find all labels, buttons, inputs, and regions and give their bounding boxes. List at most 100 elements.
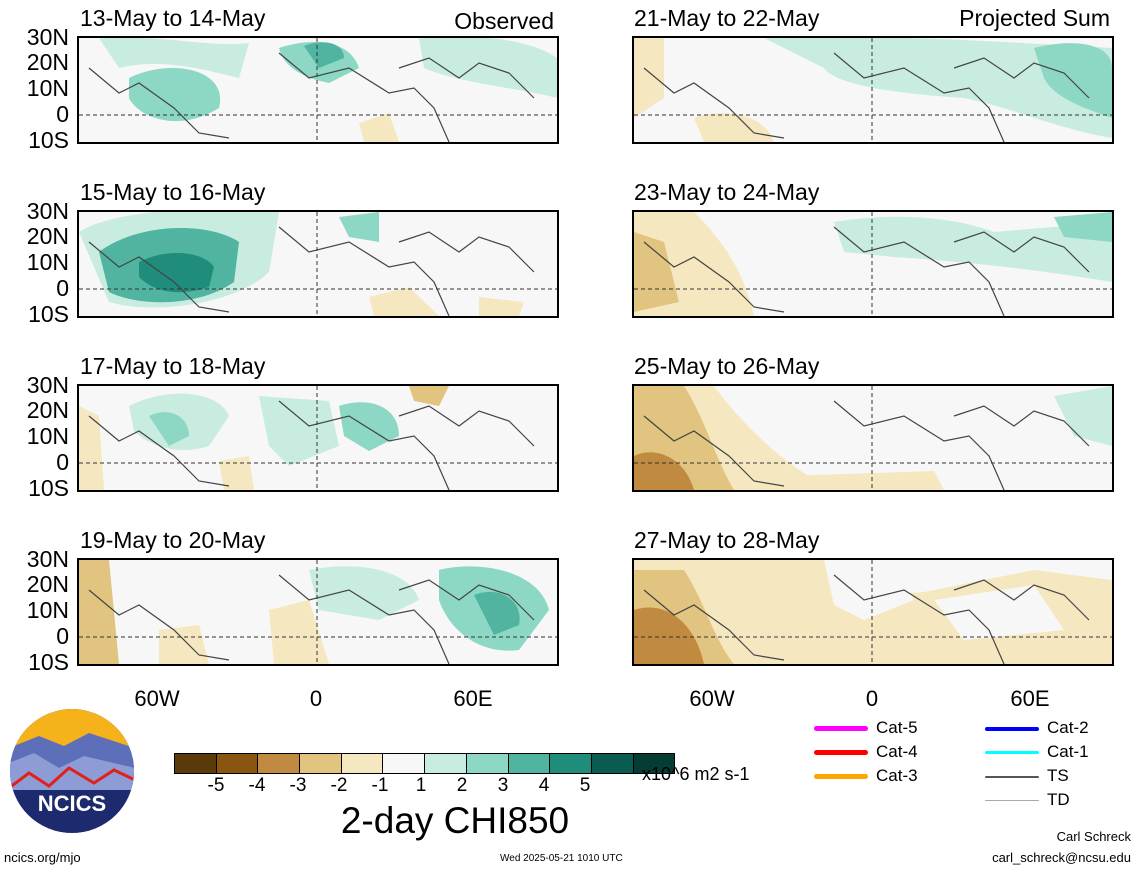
colorbar-swatch <box>175 754 217 773</box>
legend-label: Cat-5 <box>876 718 918 737</box>
legend-label: Cat-4 <box>876 742 918 761</box>
colorbar <box>174 753 676 774</box>
lat-label: 20N <box>26 397 69 423</box>
legend-item-cat2: Cat-2 <box>985 718 1089 738</box>
colorbar-tick: 4 <box>538 775 550 796</box>
lat-label: 10S <box>28 301 69 327</box>
lat-label: 10N <box>26 75 69 101</box>
legend-item-cat4: Cat-4 <box>814 742 918 762</box>
anomaly-field <box>634 38 1112 142</box>
panel-title: 23-May to 24-May <box>634 179 820 205</box>
colorbar-tick: 2 <box>456 775 468 796</box>
colorbar-swatch <box>341 754 384 773</box>
map-canvas <box>77 36 559 144</box>
map-canvas <box>632 558 1114 666</box>
legend-swatch <box>985 726 1039 731</box>
anomaly-field <box>79 212 557 316</box>
legend-label: Cat-3 <box>876 766 918 785</box>
legend-item-ts: TS <box>985 766 1069 786</box>
legend-label: TS <box>1047 766 1069 785</box>
anomaly-field <box>79 560 557 664</box>
lat-label: 10N <box>26 597 69 623</box>
lat-label: 20N <box>26 223 69 249</box>
anomaly-field <box>634 212 1112 316</box>
ncics-logo: NCICS <box>9 708 135 834</box>
legend-item-td: TD <box>985 790 1070 810</box>
legend-label: Cat-2 <box>1047 718 1089 737</box>
lat-label: 10S <box>28 649 69 675</box>
map-canvas <box>77 558 559 666</box>
panel-title: 21-May to 22-May <box>634 5 820 31</box>
legend-label: Cat-1 <box>1047 742 1089 761</box>
map-canvas <box>632 384 1114 492</box>
lon-label: 60E <box>453 686 493 711</box>
map-canvas <box>632 210 1114 318</box>
legend-swatch <box>985 775 1039 778</box>
lat-label: 10S <box>28 475 69 501</box>
colorbar-tick: -2 <box>330 775 348 796</box>
map-canvas <box>77 384 559 492</box>
lat-label: 10S <box>28 127 69 153</box>
author-email[interactable]: carl_schreck@ncsu.edu <box>992 850 1131 865</box>
lat-label: 30N <box>26 198 69 224</box>
lon-label: 60W <box>134 686 180 711</box>
lat-label: 10N <box>26 423 69 449</box>
lat-label: 10N <box>26 249 69 275</box>
lat-label: 0 <box>56 101 69 127</box>
map-canvas <box>632 36 1114 144</box>
legend-swatch <box>814 750 868 756</box>
author: Carl Schreck <box>1056 829 1131 844</box>
panel-title: 17-May to 18-May <box>80 353 266 379</box>
colorbar-tick: 1 <box>415 775 427 796</box>
colorbar-swatch <box>591 754 634 773</box>
observed-label: Observed <box>454 8 554 34</box>
lat-label: 0 <box>56 623 69 649</box>
anomaly-field <box>634 560 1112 664</box>
projected-label: Projected Sum <box>959 5 1110 31</box>
chart-title: 2-day CHI850 <box>340 800 570 841</box>
lon-label: 0 <box>309 686 323 711</box>
anomaly-field <box>634 386 1112 490</box>
colorbar-tick: -5 <box>207 775 225 796</box>
legend-item-cat3: Cat-3 <box>814 766 918 786</box>
colorbar-units: x10^6 m2 s-1 <box>642 764 750 784</box>
colorbar-tick: 5 <box>579 775 591 796</box>
colorbar-tick: -4 <box>248 775 266 796</box>
colorbar-swatch <box>216 754 259 773</box>
lat-label: 30N <box>26 546 69 572</box>
lat-label: 20N <box>26 571 69 597</box>
panel-title: 13-May to 14-May <box>80 5 266 31</box>
colorbar-swatch <box>633 754 675 773</box>
colorbar-swatch <box>466 754 509 773</box>
legend-label: TD <box>1047 790 1070 809</box>
site-link[interactable]: ncics.org/mjo <box>4 850 81 865</box>
lat-label: 20N <box>26 49 69 75</box>
panel-title: 27-May to 28-May <box>634 527 820 553</box>
panel-title: 19-May to 20-May <box>80 527 266 553</box>
lon-label: 0 <box>865 686 879 711</box>
colorbar-swatch <box>508 754 551 773</box>
lon-label: 60E <box>1010 686 1050 711</box>
timestamp: Wed 2025-05-21 1010 UTC <box>500 853 623 864</box>
panel-title: 25-May to 26-May <box>634 353 820 379</box>
colorbar-tick: -3 <box>289 775 307 796</box>
legend-item-cat5: Cat-5 <box>814 718 918 738</box>
map-canvas <box>77 210 559 318</box>
colorbar-swatch <box>550 754 592 773</box>
colorbar-swatch <box>383 754 426 773</box>
colorbar-swatch <box>425 754 467 773</box>
lat-label: 0 <box>56 449 69 475</box>
colorbar-swatch <box>300 754 342 773</box>
colorbar-tick: 3 <box>497 775 509 796</box>
lat-label: 30N <box>26 372 69 398</box>
legend-swatch <box>985 800 1039 802</box>
legend-swatch <box>814 726 868 732</box>
legend-swatch <box>814 774 868 780</box>
colorbar-swatch <box>258 754 301 773</box>
lat-label: 30N <box>26 24 69 50</box>
legend-item-cat1: Cat-1 <box>985 742 1089 762</box>
legend-swatch <box>985 751 1039 755</box>
anomaly-field <box>79 386 557 490</box>
colorbar-tick: -1 <box>371 775 389 796</box>
anomaly-field <box>79 38 557 142</box>
